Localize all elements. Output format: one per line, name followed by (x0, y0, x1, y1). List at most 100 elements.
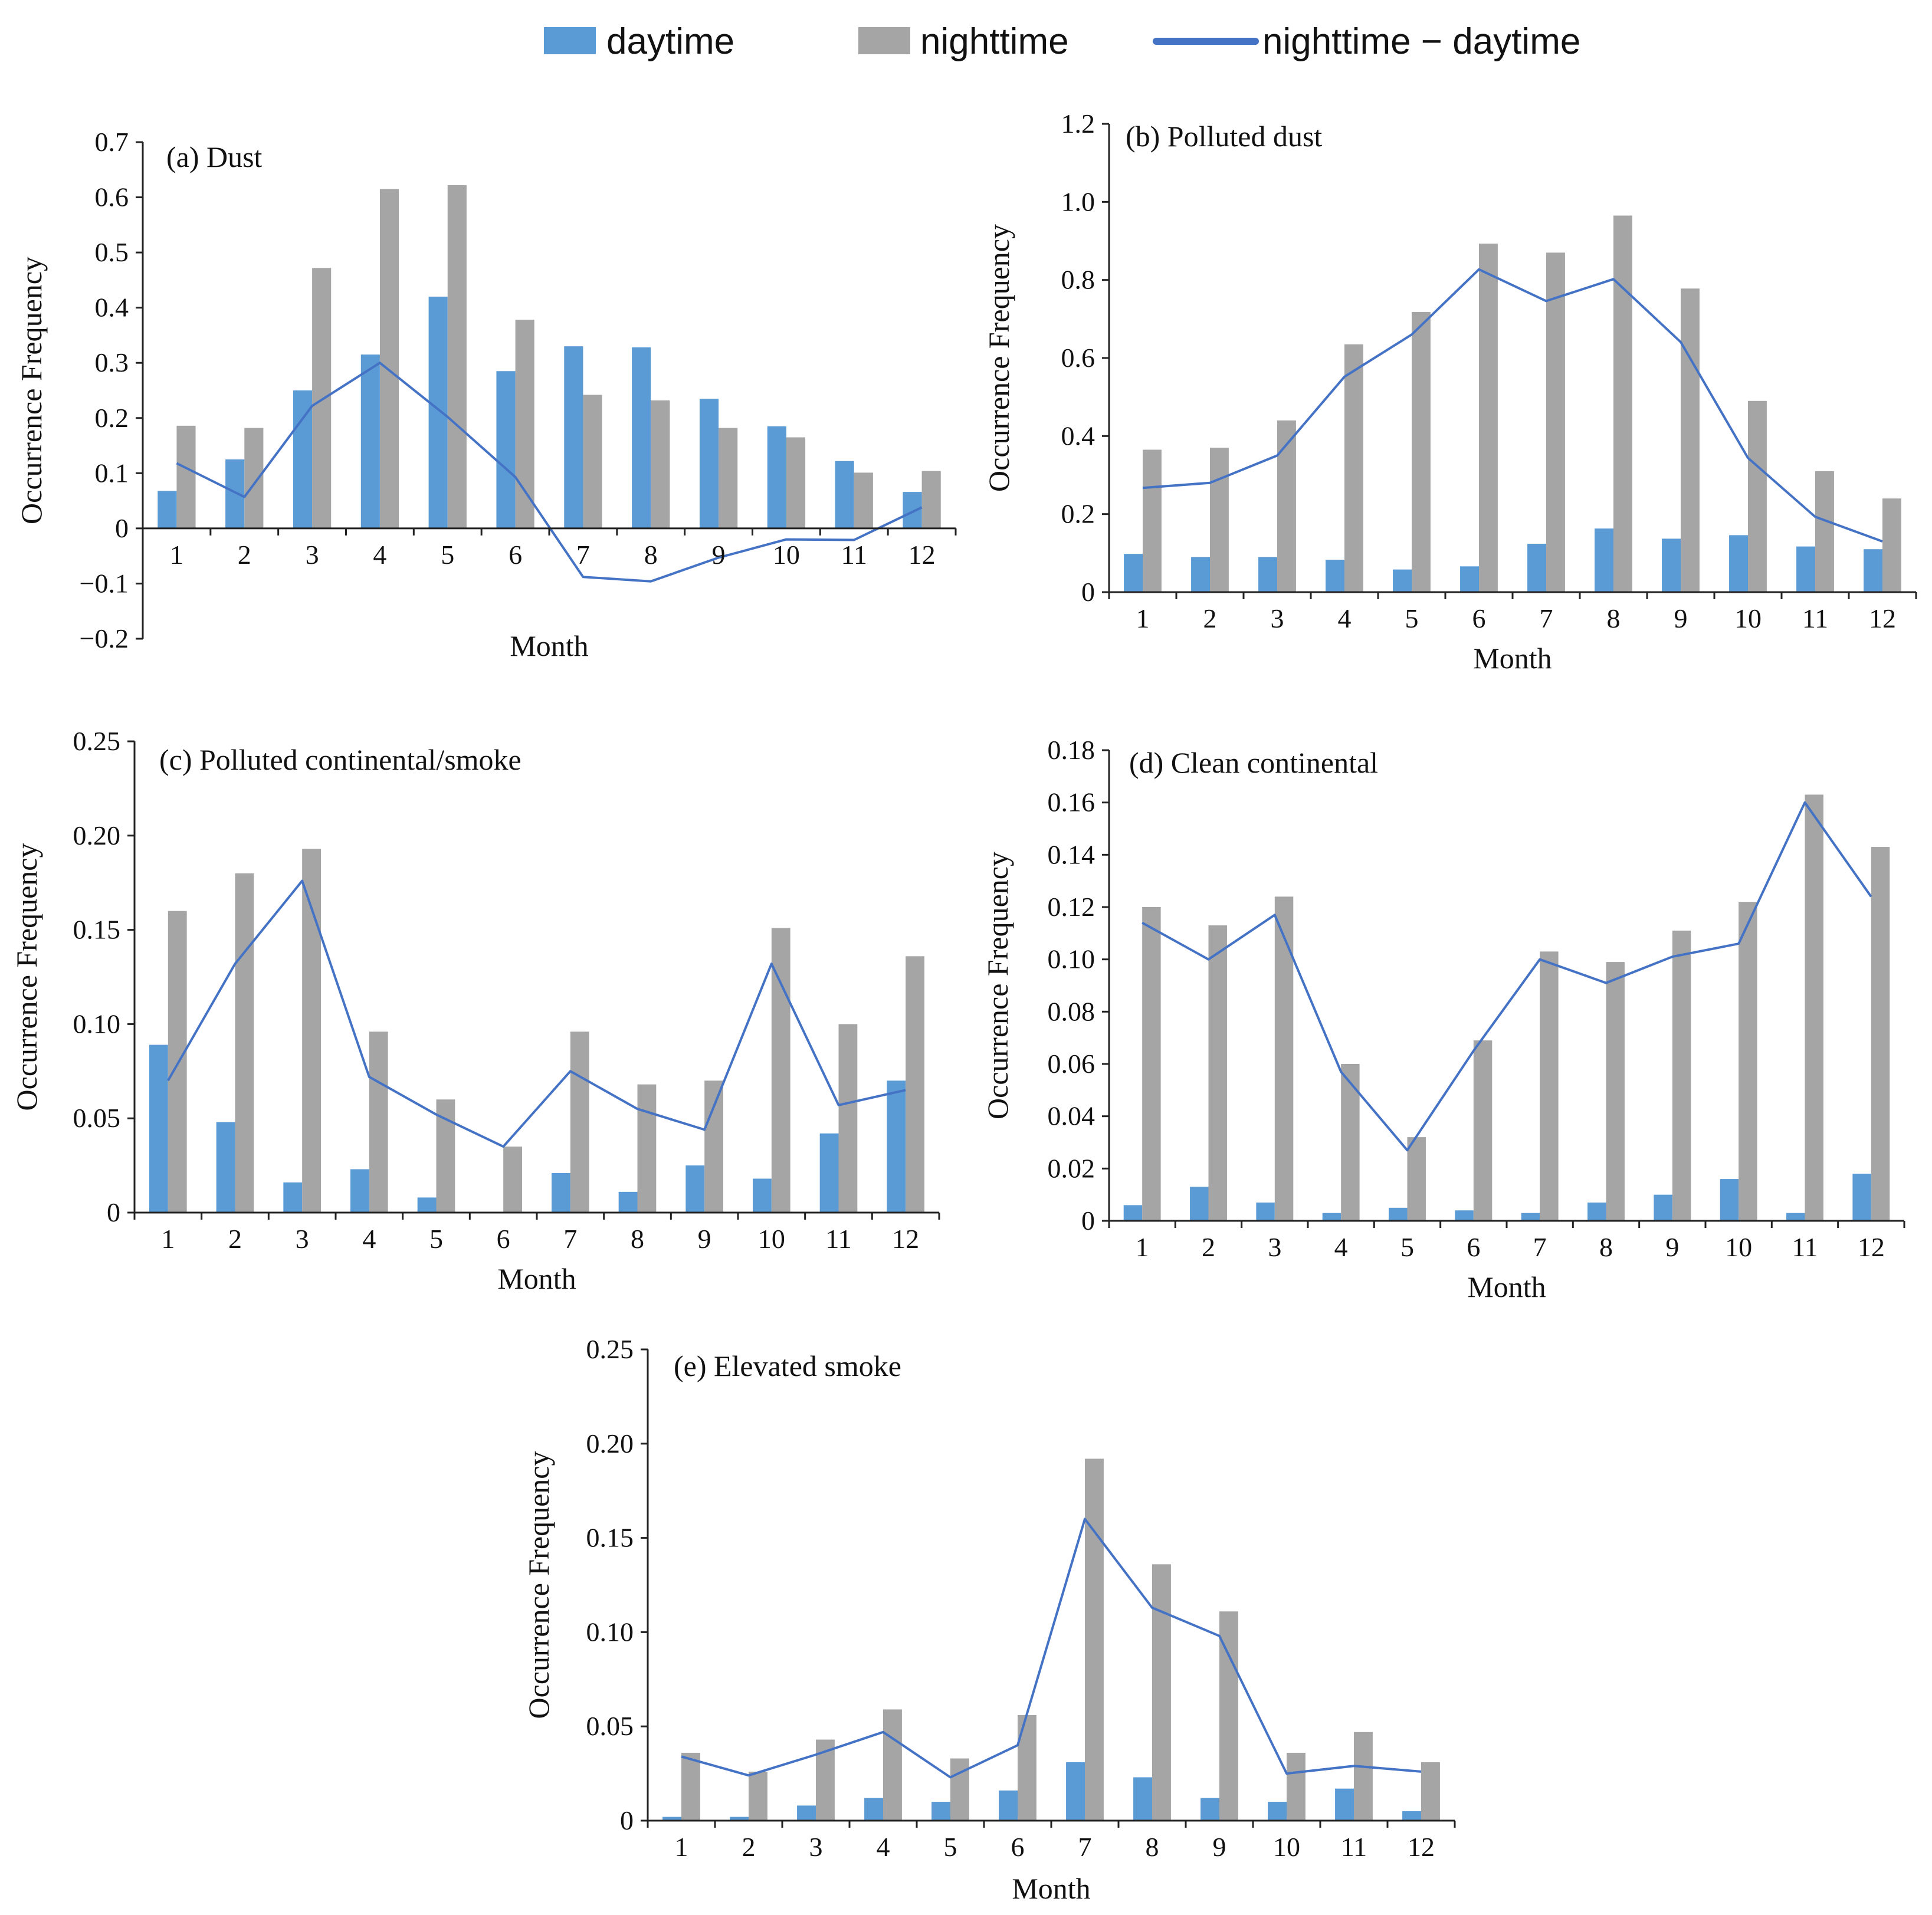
line-nighttime-minus-daytime (167, 879, 906, 1148)
bar-daytime-month-4 (1326, 560, 1344, 592)
bar-daytime-month-12 (1864, 549, 1882, 592)
bar-daytime-month-10 (753, 1178, 772, 1213)
x-tick-label: 10 (1273, 1832, 1300, 1862)
bar-nighttime-month-7 (1546, 252, 1565, 593)
panel-title: (b) Polluted dust (1126, 120, 1322, 153)
y-tick-label: 0.2 (95, 403, 129, 433)
legend-label-daytime: daytime (606, 21, 734, 62)
bar-daytime-month-8 (1595, 528, 1613, 592)
bar-daytime-month-6 (1455, 1210, 1474, 1221)
x-tick-label: 8 (1607, 603, 1621, 633)
x-tick-label: 2 (228, 1224, 242, 1254)
x-tick-label: 10 (1734, 603, 1762, 633)
bar-daytime-month-3 (283, 1182, 303, 1213)
bar-daytime-month-6 (1460, 566, 1479, 592)
bar-nighttime-month-6 (1473, 1040, 1493, 1221)
y-tick-label: 0.10 (73, 1009, 121, 1039)
bar-nighttime-month-11 (854, 472, 873, 528)
bar-daytime-month-7 (1066, 1762, 1085, 1821)
x-tick-label: 1 (1136, 603, 1150, 633)
bar-nighttime-month-8 (1152, 1564, 1171, 1821)
bar-nighttime-month-12 (1871, 847, 1890, 1221)
bar-nighttime-month-10 (1287, 1752, 1306, 1821)
bar-daytime-month-12 (1402, 1811, 1421, 1821)
bar-nighttime-month-10 (771, 928, 790, 1213)
bar-daytime-month-6 (496, 371, 516, 528)
y-tick-label: 0.15 (73, 915, 121, 945)
bar-nighttime-month-12 (906, 956, 924, 1213)
line-nighttime-minus-daytime (1142, 268, 1883, 543)
x-tick-label: 5 (944, 1832, 957, 1862)
x-tick-label: 8 (644, 540, 658, 570)
bar-daytime-month-11 (819, 1133, 839, 1213)
bar-nighttime-month-3 (302, 849, 321, 1213)
y-tick-label: 0.3 (95, 347, 129, 377)
bar-nighttime-month-12 (1421, 1762, 1440, 1821)
panel-title: (d) Clean continental (1129, 746, 1378, 779)
x-tick-label: 1 (675, 1832, 688, 1862)
x-tick-label: 4 (373, 540, 386, 570)
bar-daytime-month-5 (428, 296, 448, 528)
y-tick-label: −0.2 (80, 623, 129, 653)
panel-title: (c) Polluted continental/smoke (159, 743, 521, 776)
bar-nighttime-month-8 (637, 1084, 657, 1213)
bar-nighttime-month-8 (1606, 962, 1625, 1221)
bar-daytime-month-9 (1662, 538, 1681, 592)
bar-daytime-month-7 (1521, 1213, 1540, 1221)
x-tick-label: 4 (877, 1832, 890, 1862)
bar-daytime-month-9 (1654, 1194, 1672, 1221)
bar-nighttime-month-1 (1142, 907, 1161, 1221)
bar-nighttime-month-7 (1085, 1459, 1104, 1821)
bar-daytime-month-2 (730, 1817, 749, 1821)
x-tick-label: 4 (1334, 1232, 1348, 1262)
bar-nighttime-month-5 (1412, 311, 1431, 592)
bar-daytime-month-3 (1258, 557, 1277, 592)
y-tick-label: 0.5 (95, 237, 129, 267)
x-tick-label: 12 (1858, 1232, 1885, 1262)
bar-daytime-month-1 (1124, 554, 1143, 592)
legend-item-nighttime: nighttime (858, 21, 1069, 62)
x-tick-label: 9 (712, 540, 726, 570)
legend-swatch-nighttime (858, 27, 910, 54)
x-tick-label: 3 (809, 1832, 823, 1862)
bar-daytime-month-2 (225, 459, 245, 528)
x-tick-label: 7 (1533, 1232, 1547, 1262)
y-tick-label: 0.2 (1061, 499, 1095, 529)
bar-daytime-month-4 (864, 1798, 883, 1821)
x-tick-label: 7 (576, 540, 590, 570)
x-tick-label: 8 (631, 1224, 644, 1254)
bar-daytime-month-1 (662, 1817, 681, 1821)
bar-nighttime-month-9 (1219, 1611, 1238, 1821)
x-tick-label: 9 (1213, 1832, 1226, 1862)
x-tick-label: 12 (1869, 603, 1896, 633)
y-tick-label: 0.10 (1048, 944, 1095, 974)
x-tick-label: 11 (825, 1224, 851, 1254)
bar-nighttime-month-6 (1018, 1715, 1036, 1821)
y-axis-title: Occurrence Frequency (15, 257, 48, 524)
bar-nighttime-month-9 (719, 428, 738, 528)
y-tick-label: 1.0 (1061, 186, 1095, 216)
x-tick-label: 10 (1725, 1232, 1752, 1262)
bar-nighttime-month-2 (1208, 925, 1227, 1221)
y-tick-label: 0.14 (1048, 839, 1095, 869)
y-tick-label: 0 (1081, 1206, 1095, 1236)
bar-daytime-month-12 (1852, 1174, 1871, 1221)
bar-nighttime-month-12 (921, 471, 941, 528)
bar-nighttime-month-10 (786, 437, 806, 528)
x-tick-label: 3 (1271, 603, 1284, 633)
y-tick-label: 0.10 (586, 1617, 634, 1647)
bar-nighttime-month-7 (583, 395, 602, 528)
y-tick-label: 0.4 (1061, 421, 1095, 451)
x-tick-label: 8 (1146, 1832, 1159, 1862)
bar-daytime-month-4 (1322, 1213, 1341, 1221)
bar-daytime-month-10 (1729, 535, 1748, 592)
x-tick-label: 3 (296, 1224, 309, 1254)
bar-nighttime-month-4 (1344, 344, 1363, 592)
y-axis-title: Occurrence Frequency (522, 1451, 555, 1719)
x-tick-label: 7 (563, 1224, 577, 1254)
bar-nighttime-month-9 (704, 1080, 723, 1213)
x-tick-label: 8 (1599, 1232, 1613, 1262)
y-tick-label: 0.20 (73, 820, 121, 850)
x-tick-label: 7 (1540, 603, 1553, 633)
bar-daytime-month-1 (1123, 1205, 1143, 1221)
